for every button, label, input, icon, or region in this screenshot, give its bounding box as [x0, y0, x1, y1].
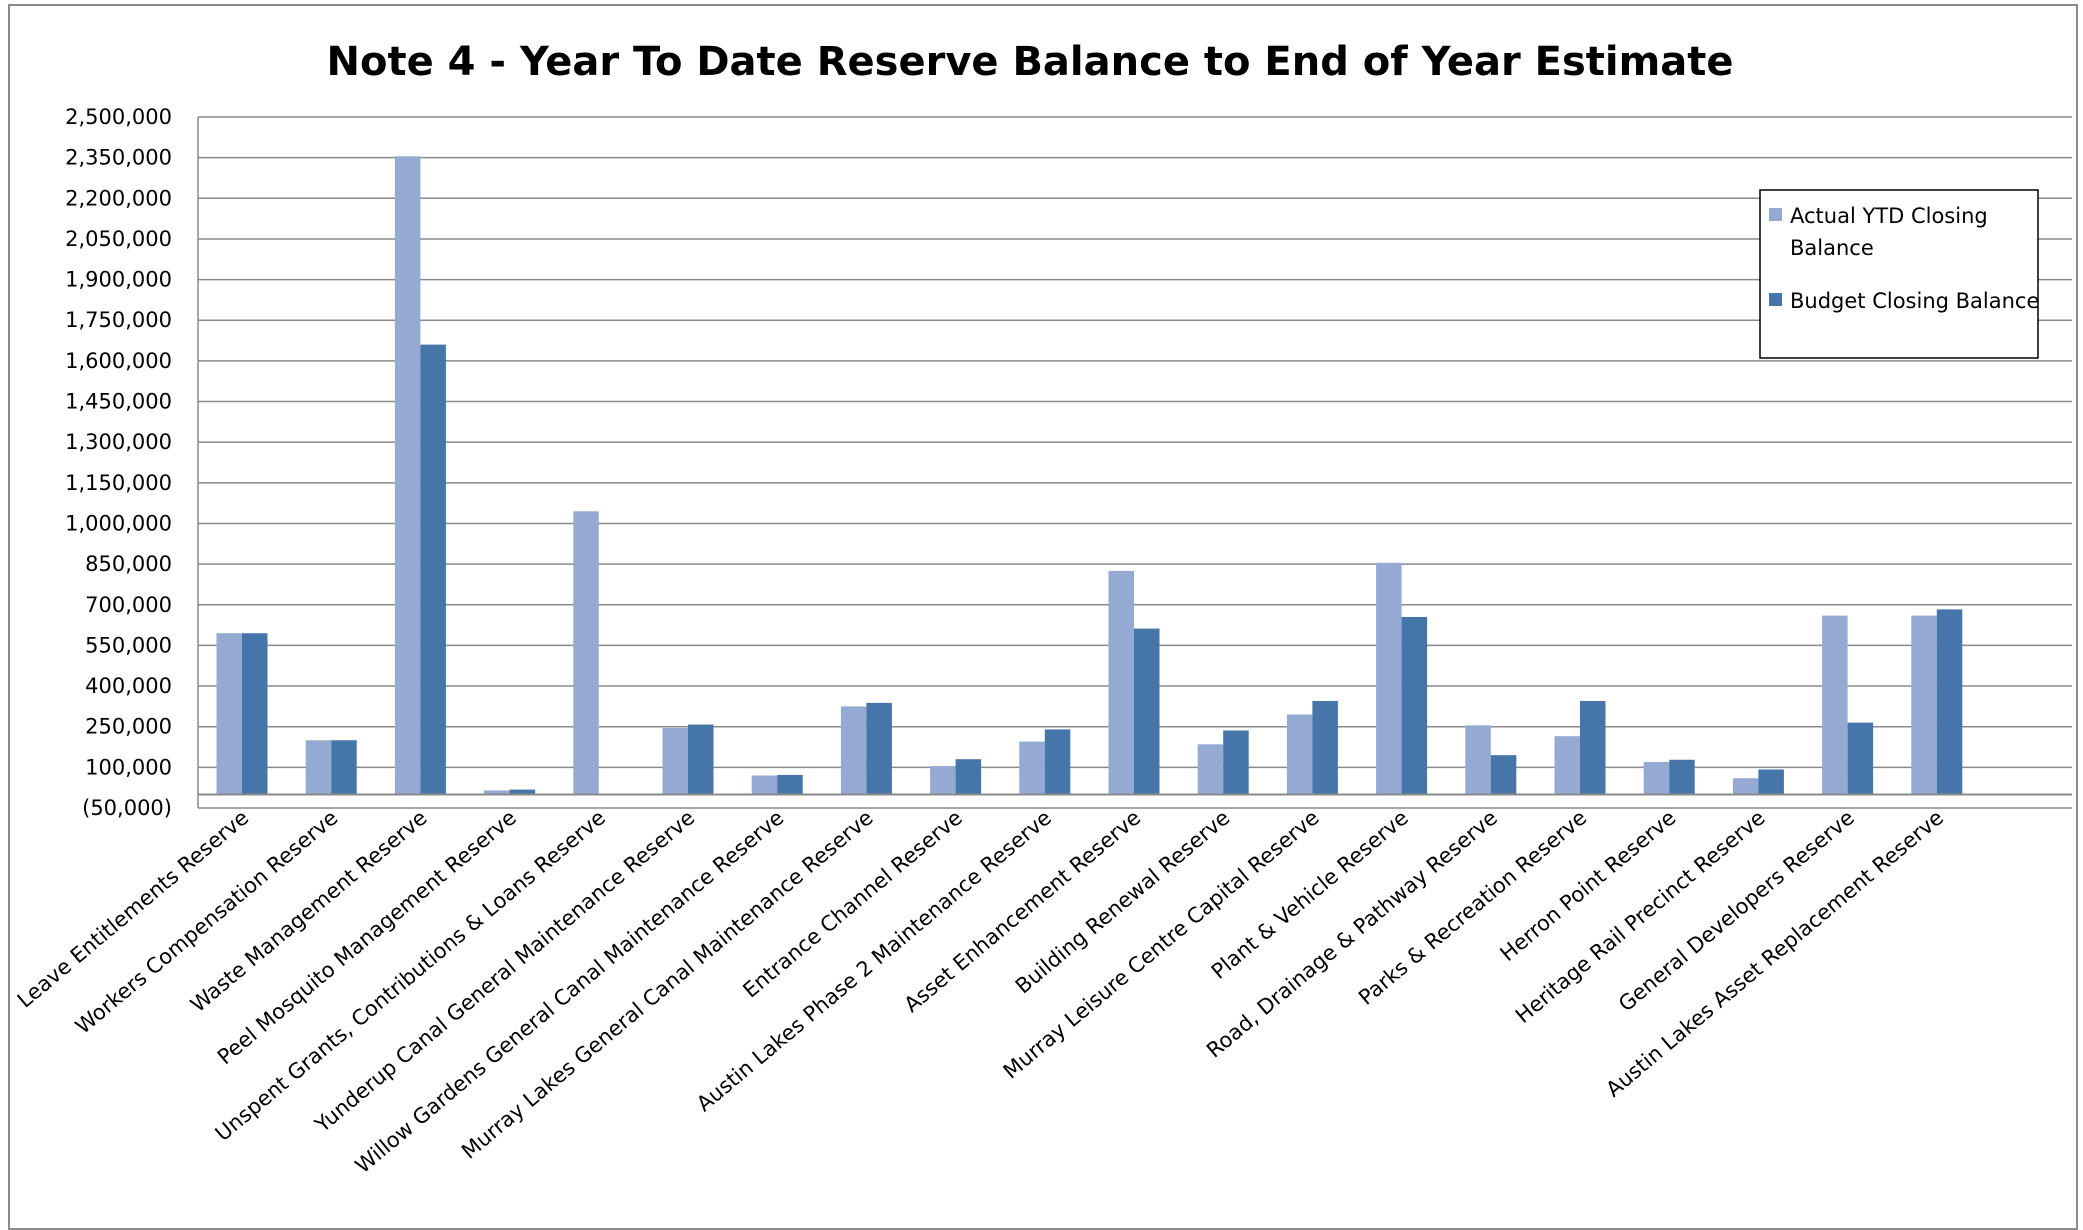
y-tick-label: 2,500,000: [65, 105, 172, 129]
y-tick-label: 1,750,000: [65, 308, 172, 332]
legend-label: Actual YTD Closing: [1790, 204, 1988, 228]
bar: [1490, 755, 1517, 795]
bar: [484, 790, 510, 795]
bar: [751, 775, 778, 795]
bar: [573, 511, 599, 795]
bar: [1732, 778, 1759, 795]
y-tick-label: 1,300,000: [65, 430, 172, 454]
bar: [1134, 628, 1160, 795]
x-tick-label: Austin Lakes Asset Replacement Reserve: [1601, 805, 1948, 1101]
bar: [1223, 730, 1249, 795]
bar: [955, 759, 982, 795]
y-axis-ticks: 2,500,000 2,350,000 2,200,000 2,050,000 1,90…: [65, 105, 172, 820]
legend-box: [1759, 189, 2039, 359]
bar: [1044, 729, 1071, 795]
bars: [216, 156, 1963, 795]
y-tick-label: 550,000: [85, 633, 172, 657]
bar: [840, 706, 867, 795]
bar: [1669, 759, 1695, 795]
bar: [509, 789, 536, 795]
y-tick-label: 100,000: [85, 755, 172, 779]
bar: [866, 702, 892, 795]
y-tick-label: 1,150,000: [65, 471, 172, 495]
y-tick-label: 2,200,000: [65, 186, 172, 210]
bar: [305, 740, 332, 795]
x-tick-label: Willow Gardens General Canal Maintenance…: [351, 805, 789, 1178]
bar: [394, 156, 421, 795]
bar: [1580, 700, 1606, 795]
bar: [1019, 741, 1045, 795]
legend: Actual YTD Closing Balance Budget Closing …: [1759, 189, 2039, 359]
bar: [1643, 761, 1670, 795]
bar: [1465, 725, 1491, 795]
bar: [216, 633, 242, 795]
bar: [662, 728, 688, 795]
bar: [1936, 609, 1963, 795]
y-tick-label: 850,000: [85, 552, 172, 576]
bar: [1108, 570, 1134, 795]
bar: [1822, 615, 1848, 795]
bar: [1401, 616, 1428, 795]
legend-swatch: [1769, 208, 1782, 221]
x-tick-label: Murray Lakes General Canal Maintenance R…: [457, 805, 878, 1163]
y-tick-label: 400,000: [85, 674, 172, 698]
y-tick-label: 2,050,000: [65, 227, 172, 251]
legend-label: Balance: [1790, 236, 1874, 260]
bar: [1197, 744, 1224, 795]
bar: [688, 724, 714, 795]
bar: [1847, 722, 1874, 795]
y-tick-label: (50,000): [82, 796, 172, 820]
y-tick-label: 2,350,000: [65, 146, 172, 170]
bar: [420, 344, 446, 795]
y-tick-label: 700,000: [85, 593, 172, 617]
chart-frame: [8, 4, 2078, 1230]
bar: [930, 765, 956, 795]
legend-swatch: [1769, 293, 1782, 306]
chart-title: Note 4 - Year To Date Reserve Balance to…: [326, 39, 1733, 85]
y-tick-label: 1,450,000: [65, 390, 172, 414]
bar: [1911, 615, 1937, 795]
bar: [331, 740, 357, 795]
bar: [1554, 736, 1580, 795]
x-tick-label: Herron Point Reserve: [1496, 805, 1681, 966]
bar: [242, 633, 268, 795]
x-tick-label: Murray Leisure Centre Capital Reserve: [999, 805, 1324, 1083]
bar: [1376, 562, 1402, 795]
axes: [197, 117, 2072, 808]
bar: [1758, 769, 1784, 795]
y-tick-label: 1,600,000: [65, 349, 172, 373]
bar: [1286, 714, 1313, 795]
bar: [777, 774, 803, 795]
y-tick-label: 250,000: [85, 715, 172, 739]
legend-label: Budget Closing Balance: [1790, 289, 2039, 313]
y-tick-label: 1,900,000: [65, 268, 172, 292]
y-tick-label: 1,000,000: [65, 511, 172, 535]
bar: [1312, 700, 1338, 795]
